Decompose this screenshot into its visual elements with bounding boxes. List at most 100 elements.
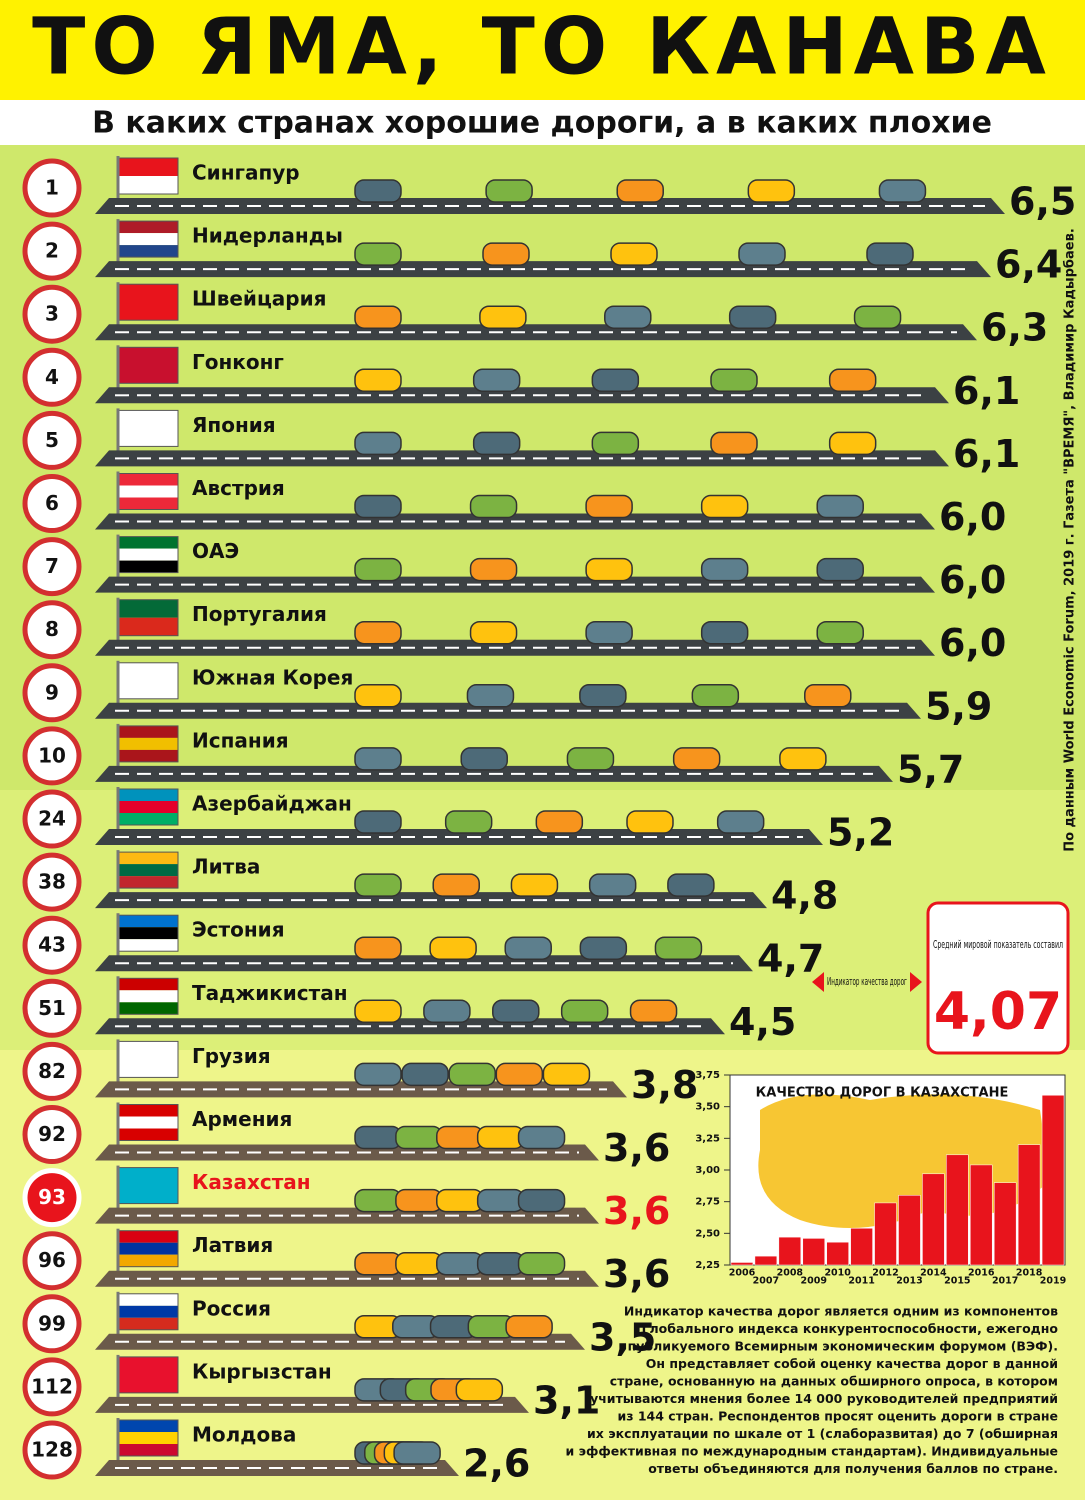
car-icon [460, 747, 508, 771]
indicator-label: Индикатор качества дорог [827, 975, 907, 988]
flag-stripe [118, 176, 178, 194]
car-icon [866, 242, 914, 266]
rank-label: 2 [45, 239, 59, 263]
flag-stripe [118, 473, 178, 486]
country-name: Армения [192, 1107, 292, 1131]
x-tick-label: 2011 [848, 1276, 874, 1287]
y-tick-label: 2,75 [695, 1197, 720, 1208]
value-label: 3,8 [631, 1063, 698, 1107]
flag-stripe [118, 221, 178, 234]
rank-badge [22, 1231, 82, 1291]
car-icon [728, 305, 777, 329]
car-icon [747, 179, 796, 203]
bar [970, 1164, 993, 1266]
x-tick-label: 2008 [777, 1268, 804, 1279]
x-tick-label: 2006 [729, 1268, 756, 1279]
flag-stripe [118, 737, 178, 750]
flag-stripe [118, 1254, 178, 1267]
value-label: 2,6 [463, 1442, 530, 1486]
flag-stripe [118, 1317, 178, 1330]
x-tick-label: 2017 [992, 1276, 1018, 1287]
car-icon [401, 1062, 449, 1087]
rank-label: 8 [45, 617, 59, 641]
y-tick-label: 2,50 [695, 1228, 720, 1239]
flag-stripe [118, 927, 178, 940]
car-icon [779, 747, 827, 771]
bar [898, 1195, 921, 1266]
car-icon [354, 999, 402, 1024]
rank-label: 4 [45, 365, 59, 389]
flag-stripe [118, 939, 178, 952]
flag-stripe [118, 1230, 178, 1243]
car-icon [716, 810, 765, 834]
x-tick-label: 2009 [801, 1276, 827, 1287]
rank-label: 1 [45, 176, 59, 200]
car-icon [560, 999, 609, 1024]
car-icon [585, 494, 633, 519]
x-tick-label: 2010 [824, 1268, 851, 1279]
rank-label: 5 [45, 428, 59, 452]
flag-stripe [118, 1002, 178, 1015]
car-icon [466, 684, 515, 708]
car-icon [828, 368, 877, 393]
car-icon [472, 431, 521, 456]
rank-badge [22, 915, 82, 975]
country-name: Россия [192, 1296, 271, 1320]
value-label: 6,3 [981, 306, 1048, 350]
rank-label: 24 [38, 807, 66, 831]
car-icon [354, 620, 402, 645]
country-name: Молдова [192, 1423, 296, 1447]
car-icon [354, 1188, 402, 1213]
flag-stripe [118, 1356, 178, 1393]
car-icon [395, 1188, 443, 1213]
flag-stripe [118, 978, 178, 991]
car-icon [354, 1251, 402, 1276]
rank-label: 6 [45, 491, 59, 515]
car-icon [354, 684, 402, 708]
y-tick-label: 3,75 [695, 1070, 720, 1081]
value-label: 5,7 [897, 747, 964, 791]
average-box [926, 901, 1070, 1055]
car-icon [429, 936, 477, 960]
car-icon [510, 873, 559, 897]
rank-badge [22, 158, 82, 218]
rank-badge [22, 978, 82, 1038]
rank-label: 96 [38, 1248, 66, 1272]
value-label: 4,5 [729, 1000, 796, 1044]
car-icon [436, 1125, 484, 1150]
flag-stripe [118, 801, 178, 813]
car-icon [354, 242, 402, 266]
car-icon [700, 557, 749, 582]
country-name: ОАЭ [192, 539, 239, 563]
rank-badge [22, 1041, 82, 1101]
car-icon [354, 936, 402, 960]
car-icon [444, 810, 493, 834]
flag-stripe [118, 1420, 178, 1432]
note-line: их эксплуатации по шкале от 1 (слаборазв… [587, 1426, 1058, 1441]
car-icon [804, 684, 852, 708]
car-icon [354, 431, 402, 456]
country-name: Сингапур [192, 161, 300, 185]
bar [826, 1241, 849, 1266]
flag-stripe [118, 864, 178, 877]
flag-stripe [118, 813, 178, 825]
value-label: 3,6 [603, 1189, 670, 1233]
flag-stripe [118, 548, 178, 561]
note-line: учитываются мнения более 14 000 руководи… [590, 1391, 1058, 1406]
rank-badge [22, 1357, 82, 1417]
note-line: Индикатор качества дорог является одним … [624, 1304, 1058, 1319]
rank-badge [22, 663, 82, 723]
car-icon [476, 1251, 525, 1276]
x-tick-label: 2015 [944, 1276, 970, 1287]
car-icon [432, 873, 480, 897]
rank-badge [22, 1294, 82, 1354]
flag-stripe [118, 536, 178, 549]
rank-label: 128 [31, 1438, 73, 1462]
car-icon [517, 1188, 566, 1213]
flag-stripe [118, 245, 178, 258]
flag-stripe [118, 284, 178, 321]
value-label: 6,0 [939, 621, 1006, 665]
value-label: 6,0 [939, 495, 1006, 539]
flag-stripe [118, 347, 178, 384]
